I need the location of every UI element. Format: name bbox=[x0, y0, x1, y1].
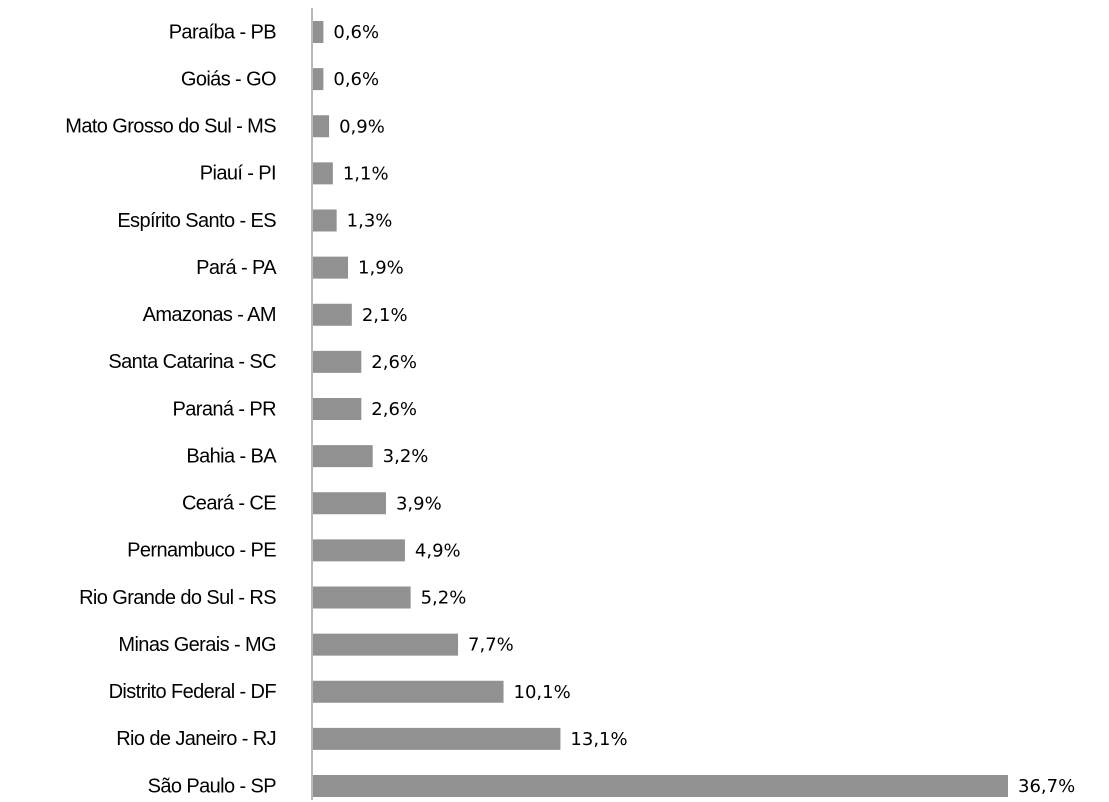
bar bbox=[313, 398, 362, 420]
category-label: Espírito Santo - ES bbox=[117, 210, 276, 232]
bar bbox=[313, 539, 405, 562]
bar bbox=[313, 115, 330, 138]
category-label: Santa Catarina - SC bbox=[108, 351, 276, 373]
value-label: 2,6% bbox=[371, 352, 417, 373]
category-label: São Paulo - SP bbox=[148, 775, 277, 797]
bar bbox=[313, 21, 324, 43]
bar bbox=[313, 68, 324, 91]
bar bbox=[313, 633, 459, 656]
bar bbox=[313, 586, 411, 609]
category-label: Distrito Federal - DF bbox=[109, 681, 277, 703]
value-label: 36,7% bbox=[1018, 776, 1075, 797]
category-label: Pará - PA bbox=[196, 257, 277, 279]
value-label: 1,9% bbox=[358, 258, 404, 279]
value-label: 13,1% bbox=[570, 729, 627, 750]
value-label: 1,1% bbox=[343, 163, 389, 184]
value-label: 2,6% bbox=[371, 399, 417, 420]
bar bbox=[313, 209, 337, 232]
category-label: Paraíba - PB bbox=[169, 21, 277, 43]
value-label: 7,7% bbox=[468, 635, 514, 656]
value-label: 10,1% bbox=[514, 682, 571, 703]
value-label: 3,2% bbox=[383, 446, 429, 467]
bar bbox=[313, 162, 333, 185]
category-label: Piauí - PI bbox=[200, 163, 276, 185]
category-label: Rio Grande do Sul - RS bbox=[79, 587, 276, 609]
value-label: 3,9% bbox=[396, 493, 442, 514]
category-label: Amazonas - AM bbox=[143, 304, 276, 326]
bar bbox=[313, 256, 349, 279]
category-label: Rio de Janeiro - RJ bbox=[116, 728, 276, 750]
bar bbox=[313, 445, 373, 468]
category-label: Mato Grosso do Sul - MS bbox=[65, 116, 276, 138]
category-label: Ceará - CE bbox=[182, 493, 276, 515]
bar bbox=[313, 492, 386, 515]
value-label: 5,2% bbox=[421, 588, 467, 609]
value-label: 0,6% bbox=[333, 22, 379, 43]
bar bbox=[313, 775, 1008, 797]
value-label: 2,1% bbox=[362, 305, 408, 326]
category-label: Goiás - GO bbox=[181, 68, 276, 90]
bar bbox=[313, 303, 352, 326]
bar bbox=[313, 350, 362, 373]
category-label: Pernambuco - PE bbox=[127, 540, 276, 562]
value-label: 1,3% bbox=[347, 211, 393, 232]
category-label: Paraná - PR bbox=[173, 398, 277, 420]
value-label: 0,6% bbox=[333, 69, 379, 90]
bar bbox=[313, 727, 561, 750]
value-label: 4,9% bbox=[415, 540, 461, 561]
bar bbox=[313, 680, 504, 703]
value-label: 0,9% bbox=[339, 116, 385, 137]
category-label: Bahia - BA bbox=[186, 445, 277, 467]
category-label: Minas Gerais - MG bbox=[118, 634, 276, 656]
